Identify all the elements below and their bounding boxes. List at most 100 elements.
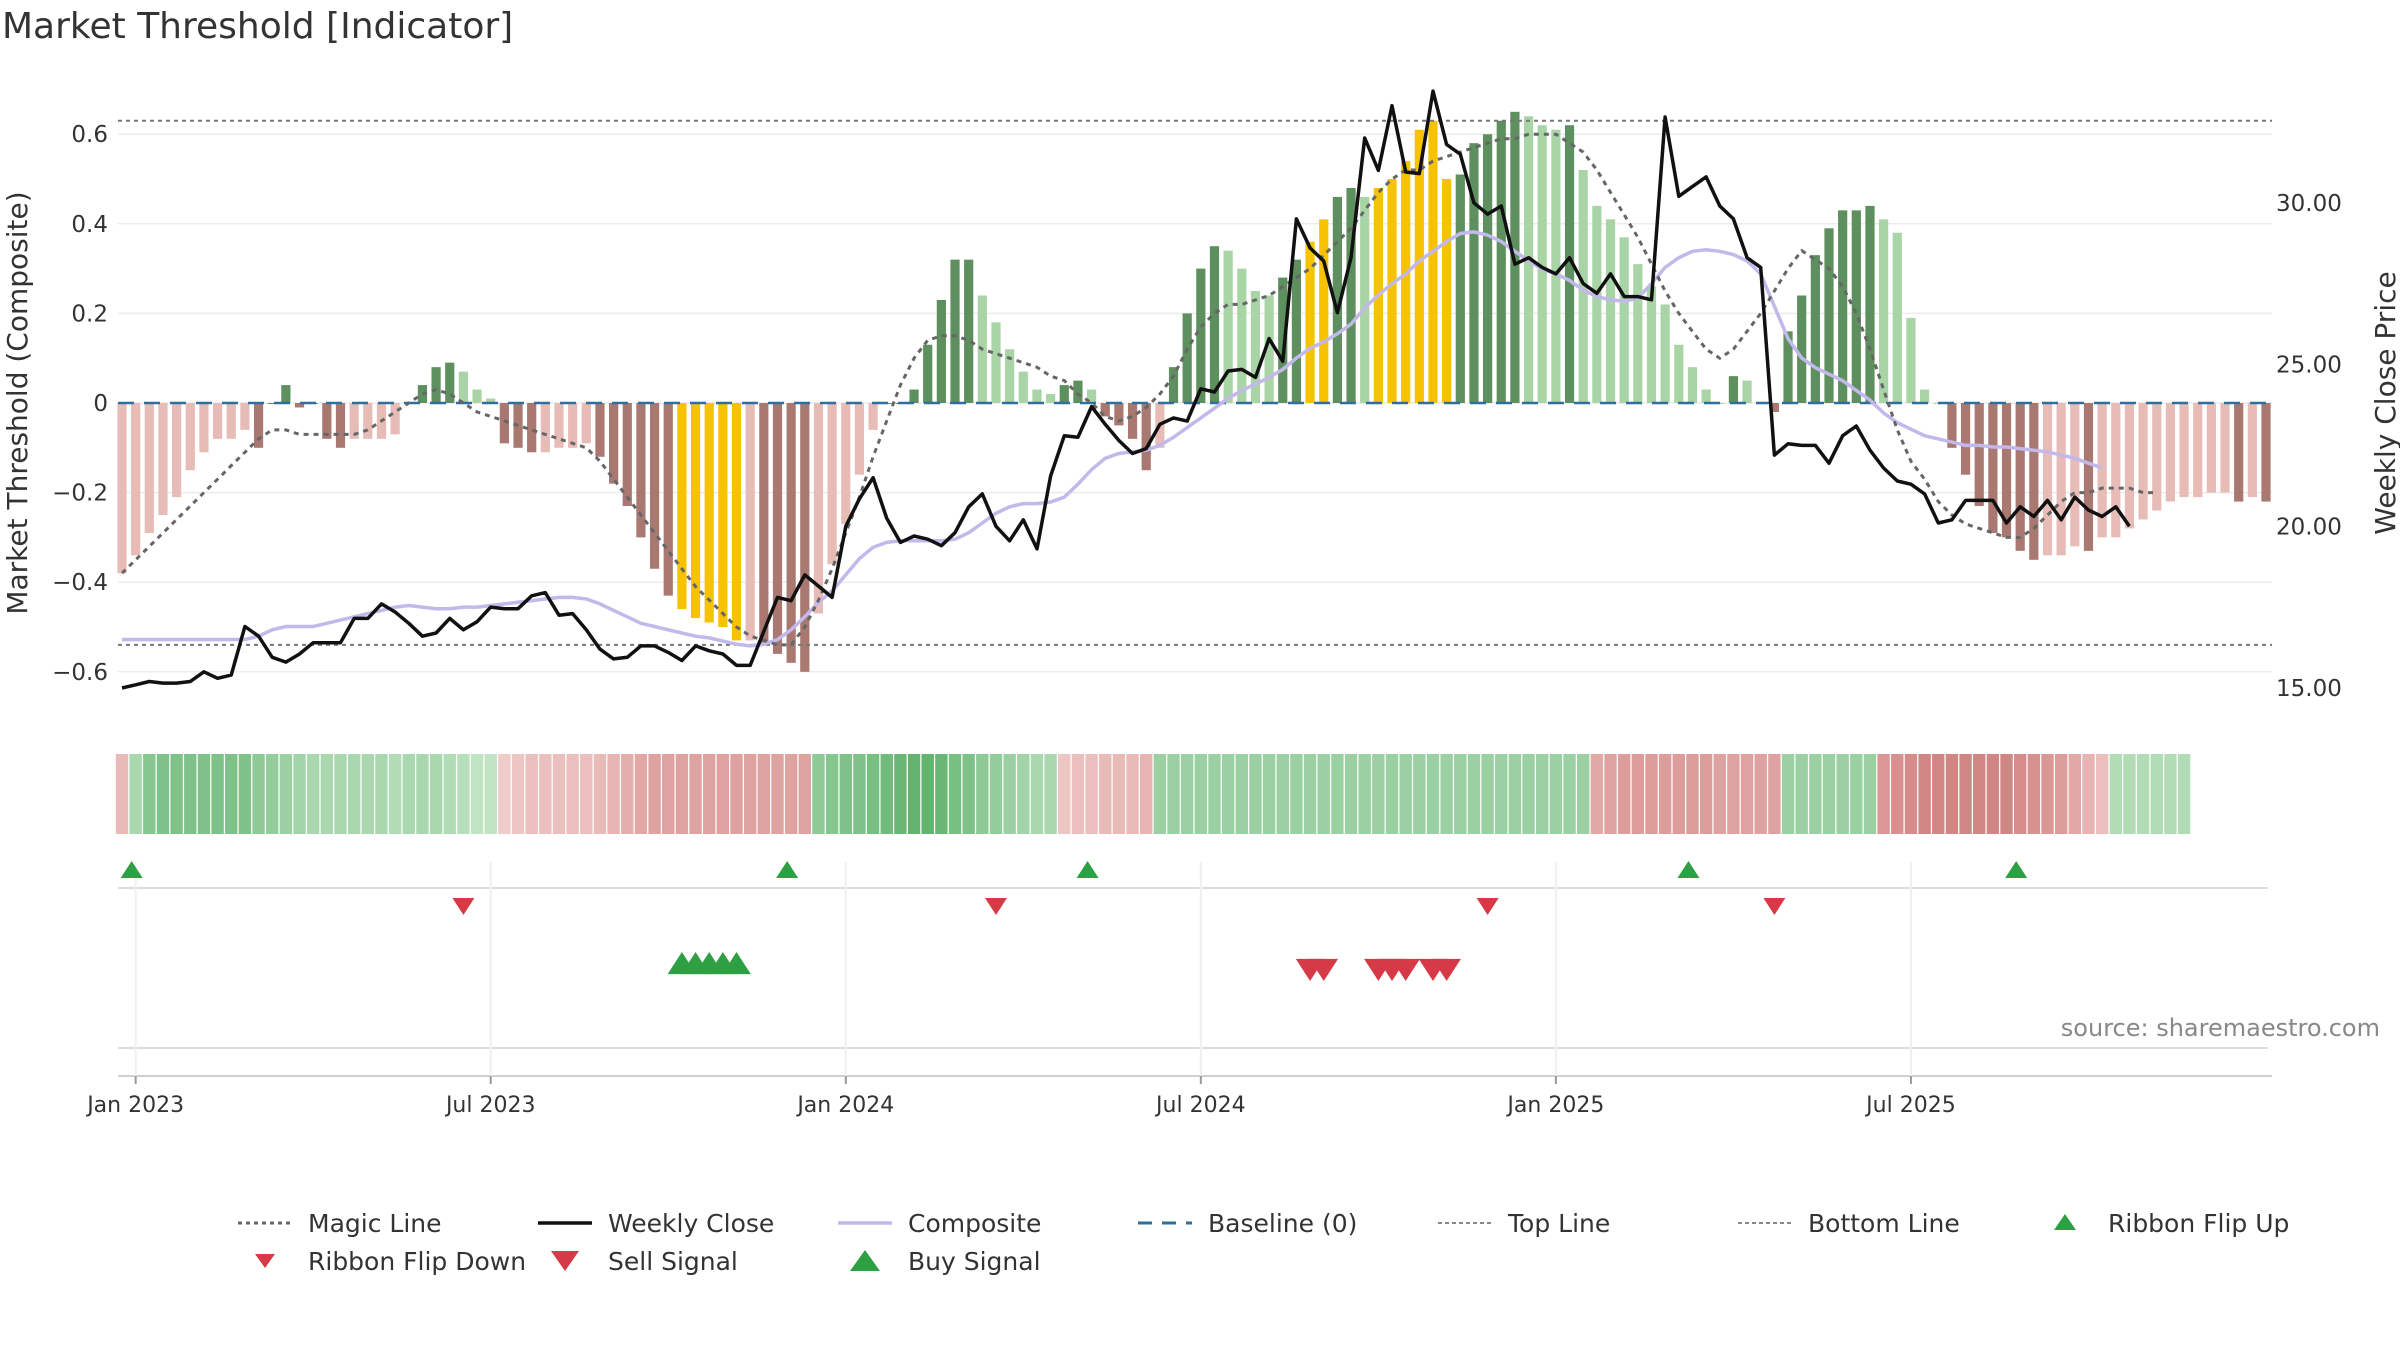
ribbon-cell xyxy=(1303,754,1317,834)
y-right-tick-label: 15.00 xyxy=(2276,676,2342,702)
ribbon-cell xyxy=(457,754,470,834)
ribbon-cell xyxy=(1836,754,1849,834)
composite-bar xyxy=(2206,403,2216,493)
ribbon-cell xyxy=(1454,754,1467,834)
composite-bars xyxy=(117,111,2271,672)
composite-bar xyxy=(827,403,837,565)
ribbon-cell xyxy=(2150,754,2163,834)
ribbon-cell xyxy=(1413,754,1426,834)
ribbon-cell xyxy=(1713,754,1726,834)
composite-bar xyxy=(1414,129,1424,403)
composite-bar xyxy=(2070,403,2080,547)
composite-bar xyxy=(199,403,209,453)
ribbon-cell xyxy=(1932,754,1945,834)
composite-bar xyxy=(1223,250,1233,403)
composite-bar xyxy=(2083,403,2094,551)
ribbon-cell xyxy=(621,754,634,834)
ribbon-cell xyxy=(853,754,866,834)
y-right-tick-label: 25.00 xyxy=(2276,353,2342,379)
legend-item-bottom-line: Bottom Line xyxy=(1730,1204,2030,1242)
legend-label: Bottom Line xyxy=(1808,1208,1960,1238)
composite-bar xyxy=(431,367,441,403)
ribbon-cell xyxy=(1672,754,1685,834)
ribbon-flip-down-marker xyxy=(984,898,1007,915)
ribbon-cell xyxy=(1522,754,1535,834)
ribbon-cell xyxy=(2095,754,2109,834)
composite-bar xyxy=(1687,367,1698,403)
composite-bar xyxy=(1537,125,1547,404)
ribbon-cell xyxy=(115,754,129,834)
ribbon-cell xyxy=(347,754,361,834)
ribbon-cell xyxy=(593,754,607,834)
ribbon-cell xyxy=(1508,754,1522,834)
weekly-close-line xyxy=(121,89,2131,690)
composite-bar xyxy=(1127,403,1138,439)
composite-bar xyxy=(1387,179,1397,403)
composite-bar xyxy=(2001,403,2012,538)
composite-bar xyxy=(690,403,701,619)
ribbon-cell xyxy=(225,754,238,834)
sell-signal-marker xyxy=(1309,958,1339,981)
ribbon-cell xyxy=(1017,754,1030,834)
ribbon-cell xyxy=(907,754,921,834)
composite-bar xyxy=(609,403,619,484)
ribbon-flip-up-marker xyxy=(1076,861,1099,878)
composite-bar xyxy=(772,403,783,654)
composite-bar xyxy=(1988,403,1998,533)
buy-triangle-icon xyxy=(850,1250,880,1271)
axes: 0.6 0.4 0.2 0 −0.2 −0.4 −0.6 30.00 25.00 20.00 15.… xyxy=(1,122,2400,702)
composite-bar xyxy=(991,322,1001,403)
composite-bar xyxy=(1797,295,1807,403)
ribbon-cell xyxy=(1126,754,1139,834)
composite-bar xyxy=(1605,219,1616,403)
composite-bar xyxy=(1032,389,1042,403)
ribbon-cell xyxy=(989,754,1003,834)
ribbon-cell xyxy=(1290,754,1303,834)
ribbon-cell xyxy=(2068,754,2082,834)
composite-bar xyxy=(527,403,537,453)
ribbon-strip xyxy=(115,754,2191,834)
triangle-up-icon xyxy=(2054,1214,2076,1230)
composite-bar xyxy=(704,403,714,623)
composite-bar xyxy=(1728,376,1739,403)
legend-label: Sell Signal xyxy=(608,1246,738,1276)
legend-item-baseline: Baseline (0) xyxy=(1130,1204,1430,1242)
ribbon-cell xyxy=(648,754,661,834)
weekly-close-swatch xyxy=(538,1221,592,1225)
x-tick-label: Jul 2025 xyxy=(1864,1093,1956,1118)
ribbon-cell xyxy=(1399,754,1412,834)
ribbon-cell xyxy=(498,754,511,834)
ribbon-cell xyxy=(1604,754,1617,834)
ribbon-cell xyxy=(1140,754,1153,834)
composite-bar xyxy=(117,403,127,574)
y-left-tick-label: 0.6 xyxy=(71,122,108,148)
composite-bar xyxy=(2138,403,2148,520)
top-line-swatch xyxy=(1438,1222,1492,1224)
composite-bar xyxy=(2234,403,2244,502)
ribbon-cell xyxy=(552,754,566,834)
ribbon-cell xyxy=(388,754,402,834)
ribbon-cell xyxy=(1495,754,1508,834)
ribbon-cell xyxy=(402,754,415,834)
ribbon-cell xyxy=(1740,754,1754,834)
composite-bar xyxy=(581,403,591,444)
baseline-swatch xyxy=(1138,1221,1192,1225)
composite-bar xyxy=(841,403,851,524)
ribbon-cell xyxy=(1276,754,1289,834)
composite-bar xyxy=(1810,255,1820,403)
legend-label: Top Line xyxy=(1508,1208,1611,1238)
ribbon-cell xyxy=(2136,754,2150,834)
ribbon-cell xyxy=(689,754,702,834)
composite-bar xyxy=(2124,403,2135,529)
y-left-tick-label: −0.2 xyxy=(52,481,108,507)
series-lines xyxy=(118,89,2272,690)
composite-bar xyxy=(1018,371,1028,403)
ribbon-cell xyxy=(1180,754,1194,834)
ribbon-cell xyxy=(511,754,525,834)
composite-bar xyxy=(1783,331,1793,403)
composite-bar xyxy=(1319,219,1329,403)
ribbon-cell xyxy=(607,754,620,834)
magic-line xyxy=(120,132,2157,647)
composite-bar xyxy=(1701,389,1711,403)
ribbon-cell xyxy=(1058,754,1071,834)
